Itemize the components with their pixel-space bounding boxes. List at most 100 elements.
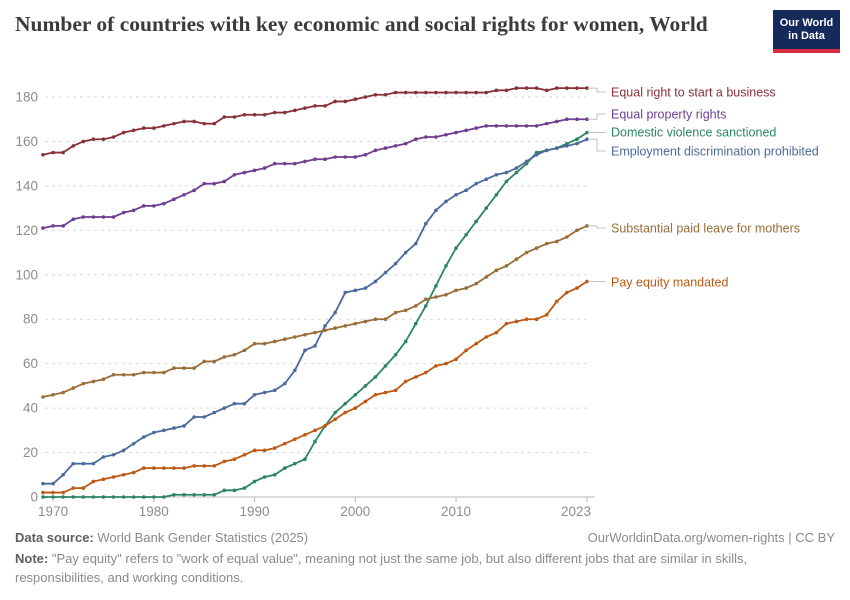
data-point	[333, 326, 337, 330]
data-point	[373, 375, 378, 379]
series-substantial-paid-leave-for-mothers[interactable]	[41, 224, 589, 399]
data-point	[152, 430, 156, 435]
owid-logo-line2: in Data	[788, 30, 825, 42]
chart-header: Number of countries with key economic an…	[15, 11, 708, 37]
data-point	[303, 159, 307, 164]
data-point	[474, 219, 478, 224]
data-point	[101, 377, 106, 382]
x-axis-tick-label: 2010	[441, 504, 471, 519]
data-point	[81, 381, 86, 386]
data-point	[313, 439, 317, 444]
data-point	[172, 426, 176, 430]
series-employment-discrimination-prohibited[interactable]	[41, 137, 589, 486]
data-point	[514, 124, 519, 128]
data-point	[413, 137, 418, 142]
legend-connector-line	[588, 225, 606, 229]
series-equal-right-to-start-a-business[interactable]	[41, 86, 589, 157]
data-point	[313, 344, 317, 348]
data-point	[403, 339, 408, 344]
data-point	[222, 406, 227, 410]
data-point	[323, 328, 327, 333]
data-point	[242, 401, 247, 406]
data-point	[91, 461, 96, 466]
data-point	[71, 386, 76, 390]
x-axis-tick-label: 1990	[240, 504, 270, 519]
data-point	[272, 339, 277, 344]
series-line[interactable]	[42, 225, 588, 398]
series-line[interactable]	[42, 87, 587, 156]
data-point	[252, 392, 257, 397]
data-point	[71, 495, 76, 499]
data-point	[262, 390, 267, 395]
data-point	[152, 370, 156, 375]
data-point	[71, 217, 76, 222]
data-point	[101, 137, 106, 142]
series-pay-equity-mandated[interactable]	[41, 279, 589, 495]
data-point	[413, 375, 418, 379]
data-point	[91, 379, 96, 384]
data-point	[282, 466, 287, 470]
data-point	[61, 495, 65, 499]
data-point	[141, 204, 146, 208]
data-point	[353, 406, 358, 410]
data-point	[41, 495, 45, 499]
series-line[interactable]	[43, 280, 588, 494]
data-source-text: World Bank Gender Statistics (2025)	[93, 530, 309, 545]
data-point	[41, 226, 45, 230]
data-point	[363, 384, 368, 388]
data-point	[192, 119, 196, 124]
data-point	[524, 124, 529, 128]
x-axis-tick-label: 2000	[340, 504, 370, 519]
data-point	[373, 279, 378, 284]
data-point	[323, 157, 327, 162]
data-point	[202, 415, 206, 419]
data-point	[192, 366, 196, 370]
data-point	[121, 372, 126, 377]
data-point	[313, 104, 317, 108]
data-point	[81, 215, 86, 219]
data-point	[131, 372, 136, 377]
legend-label-equal-right-to-start-a-business[interactable]: Equal right to start a business	[611, 86, 776, 100]
data-point	[242, 170, 247, 175]
y-axis-tick-label: 20	[23, 445, 38, 460]
data-point	[413, 304, 418, 308]
data-point	[41, 490, 45, 495]
legend-label-employment-discrimination-prohibited[interactable]: Employment discrimination prohibited	[611, 145, 819, 159]
data-point	[222, 115, 227, 119]
data-point	[393, 90, 398, 95]
data-point	[373, 92, 378, 97]
x-axis-tick-label: 2023	[561, 504, 591, 519]
y-axis-tick-label: 100	[15, 267, 38, 282]
data-point	[61, 150, 65, 155]
x-axis-tick-label: 1970	[38, 504, 68, 519]
owid-logo[interactable]: Our World in Data	[773, 10, 840, 53]
data-point	[272, 110, 277, 115]
data-point	[504, 124, 509, 128]
legend-connector-line	[588, 113, 606, 120]
data-point	[544, 121, 549, 126]
data-point	[282, 381, 287, 386]
data-point	[121, 495, 126, 499]
legend-label-equal-property-rights[interactable]: Equal property rights	[611, 108, 726, 122]
data-point	[293, 335, 297, 339]
data-point	[222, 355, 227, 359]
data-point	[494, 268, 499, 273]
data-point	[172, 466, 176, 470]
data-point	[272, 388, 277, 393]
data-point	[152, 466, 156, 470]
data-point	[51, 481, 55, 486]
data-point	[504, 170, 509, 175]
series-equal-property-rights[interactable]	[41, 117, 589, 230]
data-point	[141, 370, 146, 375]
data-point	[91, 137, 96, 142]
attribution-link[interactable]: OurWorldinData.org/women-rights | CC BY	[587, 530, 835, 545]
data-point	[444, 361, 448, 366]
data-point	[182, 424, 186, 428]
data-point	[121, 130, 126, 135]
data-point	[141, 466, 146, 470]
legend-label-substantial-paid-leave-for-mothers[interactable]: Substantial paid leave for mothers	[611, 222, 800, 236]
data-point	[41, 395, 45, 399]
data-point	[363, 152, 368, 157]
legend-label-domestic-violence-sanctioned[interactable]: Domestic violence sanctioned	[611, 126, 776, 140]
legend-label-pay-equity-mandated[interactable]: Pay equity mandated	[611, 276, 728, 290]
